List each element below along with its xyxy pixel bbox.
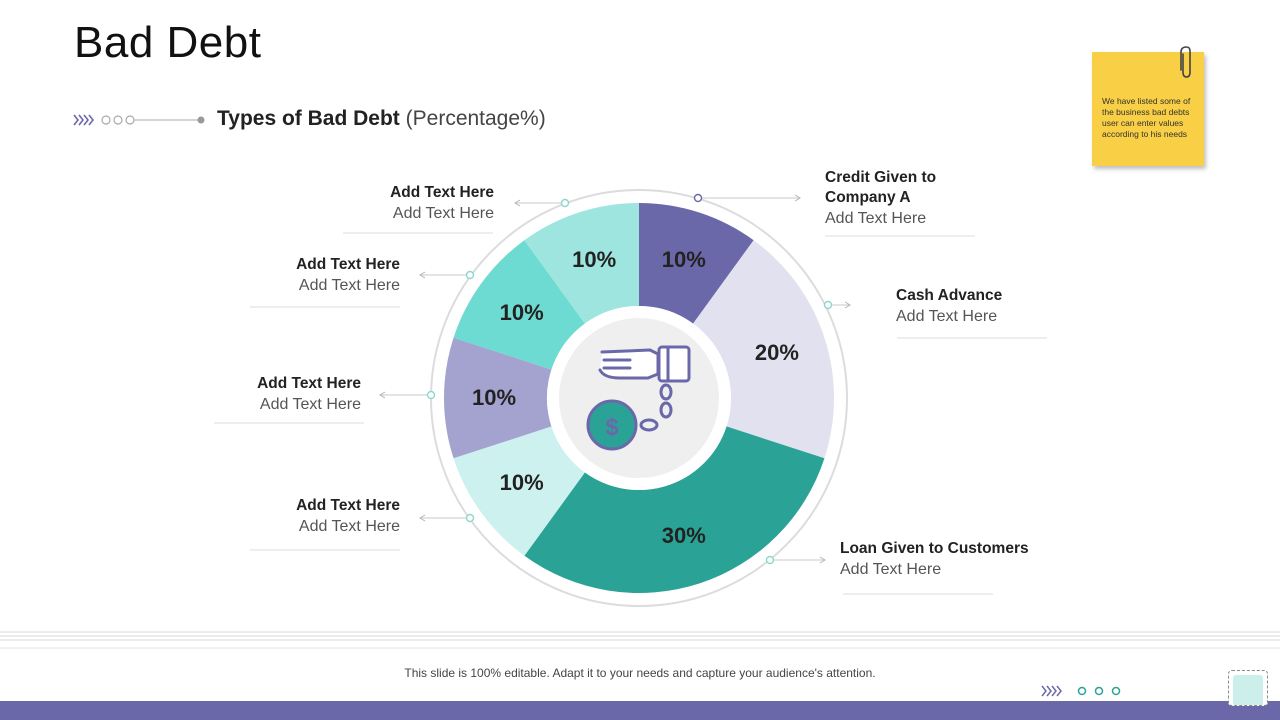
callout-connector-dot — [765, 555, 775, 565]
callout-subtext: Add Text Here — [392, 205, 494, 222]
callout-subtext: Add Text Here — [840, 561, 942, 578]
callout-connector-dot — [560, 198, 570, 208]
donut-slice-5 — [444, 337, 552, 459]
sticky-note-text: We have listed some of the business bad … — [1102, 96, 1191, 139]
callout-connector-dot — [693, 193, 703, 203]
callout-subtext: Add Text Here — [825, 210, 927, 227]
callout-heading: Add Text Here — [296, 497, 400, 514]
callout-arrow-icon — [419, 271, 426, 279]
callout-loan-customers: Loan Given to Customers Add Text Here — [840, 539, 1029, 581]
footer-arrows-icon — [1041, 685, 1121, 697]
hand-chained-to-money-bag-icon: $ — [586, 345, 691, 451]
callout-arrow-icon — [794, 194, 801, 202]
donut-slice-7 — [524, 203, 639, 324]
callout-connector-dot — [465, 513, 475, 523]
bottom-bar — [0, 701, 1280, 720]
slice-value-label-7: 10% — [572, 247, 617, 273]
callout-left-2: Add Text Here Add Text Here — [260, 255, 400, 297]
callout-credit-company-a: Credit Given to Company A Add Text Here — [825, 168, 955, 230]
callout-connector-dot — [465, 270, 475, 280]
chart-subtitle: Types of Bad Debt (Percentage%) — [217, 107, 546, 131]
subtitle-bold: Types of Bad Debt — [217, 107, 400, 130]
callout-subtext: Add Text Here — [896, 308, 998, 325]
callout-arrow-icon — [844, 301, 851, 309]
callout-arrow-icon — [819, 556, 826, 564]
footer-text: This slide is 100% editable. Adapt it to… — [404, 666, 876, 680]
subtitle-light: (Percentage%) — [405, 107, 546, 130]
callout-arrow-icon — [379, 391, 386, 399]
slice-value-label-3: 30% — [661, 522, 706, 548]
donut-slice-6 — [453, 240, 585, 370]
slice-value-label-6: 10% — [499, 299, 544, 325]
slice-value-label-1: 10% — [661, 247, 706, 273]
callout-heading: Add Text Here — [296, 256, 400, 273]
callout-subtext: Add Text Here — [298, 277, 400, 294]
subtitle-arrows-icon — [73, 114, 205, 126]
sticky-note: We have listed some of the business bad … — [1092, 46, 1204, 166]
slide-title: Bad Debt — [74, 18, 262, 67]
donut-slice-1 — [639, 203, 754, 324]
chart-center-inner — [559, 318, 719, 478]
callout-cash-advance: Cash Advance Add Text Here — [896, 286, 1002, 328]
footer-lines — [0, 631, 1280, 649]
callout-left-3: Add Text Here Add Text Here — [220, 374, 361, 416]
callout-heading: Loan Given to Customers — [840, 540, 1029, 557]
callout-heading: Credit Given to Company A — [825, 169, 937, 206]
callout-heading: Add Text Here — [390, 184, 494, 201]
callout-connector-dot — [823, 300, 833, 310]
callout-heading: Cash Advance — [896, 287, 1003, 304]
corner-placeholder — [1228, 670, 1268, 706]
callout-left-1: Add Text Here Add Text Here — [354, 183, 494, 225]
callout-connector-dot — [426, 390, 436, 400]
slice-value-label-2: 20% — [754, 340, 799, 366]
donut-slice-4 — [453, 426, 585, 556]
slice-value-label-5: 10% — [471, 385, 517, 410]
svg-text:$: $ — [605, 414, 619, 441]
callout-arrow-icon — [514, 199, 521, 207]
paperclip-icon — [1180, 46, 1191, 78]
callout-left-4: Add Text Here Add Text Here — [260, 496, 400, 538]
callout-heading: Add Text Here — [257, 375, 361, 392]
callout-subtext: Add Text Here — [259, 396, 361, 413]
subtitle-row: Types of Bad Debt (Percentage%) — [72, 106, 592, 134]
donut-slice-3 — [524, 426, 825, 593]
callout-subtext: Add Text Here — [298, 518, 400, 535]
donut-slice-2 — [693, 240, 834, 459]
slice-value-label-4: 10% — [499, 470, 544, 496]
callout-arrow-icon — [419, 514, 426, 522]
